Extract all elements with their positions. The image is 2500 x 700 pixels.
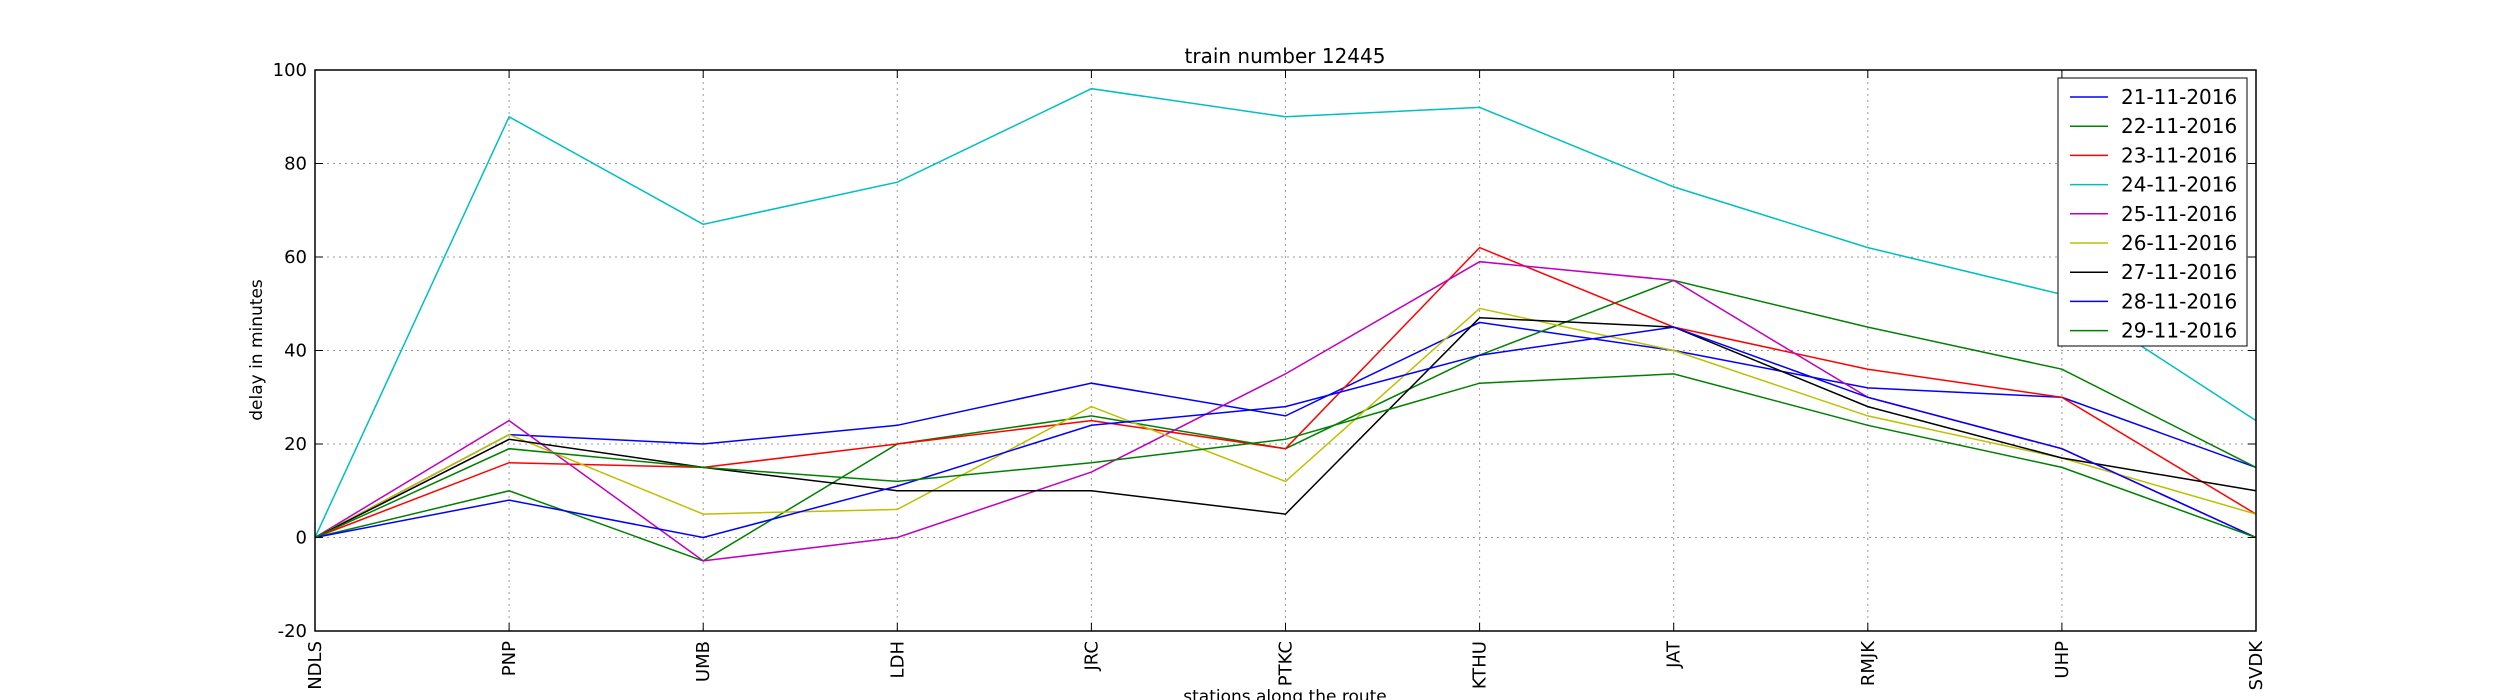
y-tick-label: 40 [284, 341, 307, 362]
series-line [314, 321, 2257, 539]
x-tick-label: UMB [693, 641, 714, 682]
y-tick-label: 0 [296, 528, 307, 549]
series-line [314, 326, 2257, 539]
series-line [314, 246, 2257, 539]
y-tick-label: 20 [284, 434, 307, 455]
legend-label: 27-11-2016 [2121, 260, 2237, 284]
series-line [314, 307, 2257, 539]
x-tick-label: PNP [499, 641, 520, 676]
series-line [314, 373, 2257, 539]
axis-ticks: -20 0 20 40 60 80 100 NDLS PNP UMB LDH JRC PTKC KTHU J… [273, 60, 2267, 690]
legend-label: 22-11-2016 [2121, 114, 2237, 138]
legend: 21-11-2016 22-11-2016 23-11-2016 24-11-2016… [2057, 77, 2248, 347]
series-line [314, 87, 2257, 538]
x-tick-label: LDH [887, 641, 908, 678]
legend-label: 29-11-2016 [2121, 319, 2237, 343]
legend-label: 28-11-2016 [2121, 289, 2237, 313]
x-tick-label: NDLS [305, 641, 326, 690]
x-tick-label: JAT [1664, 640, 1685, 669]
legend-label: 21-11-2016 [2121, 85, 2237, 109]
chart-title: train number 12445 [1185, 44, 1386, 68]
x-tick-label: JRC [1081, 641, 1102, 672]
grid-lines [314, 69, 2257, 632]
y-tick-label: 60 [284, 247, 307, 268]
x-axis-label: stations along the route [1183, 687, 1387, 700]
legend-label: 23-11-2016 [2121, 143, 2237, 167]
series-line [314, 317, 2257, 539]
y-tick-label: -20 [278, 621, 307, 642]
legend-label: 24-11-2016 [2121, 173, 2237, 197]
x-tick-label: UHP [2052, 641, 2073, 679]
y-tick-label: 80 [284, 154, 307, 175]
x-tick-label: SVDK [2246, 640, 2267, 691]
x-tick-label: PTKC [1276, 641, 1297, 686]
legend-label: 26-11-2016 [2121, 231, 2237, 255]
x-tick-label: KTHU [1470, 641, 1491, 689]
x-tick-label: RMJK [1858, 640, 1879, 686]
legend-label: 25-11-2016 [2121, 202, 2237, 226]
series-line [314, 260, 2257, 562]
y-tick-label: 100 [273, 60, 307, 81]
y-axis-label: delay in minutes [247, 279, 267, 421]
series-lines [314, 87, 2257, 562]
